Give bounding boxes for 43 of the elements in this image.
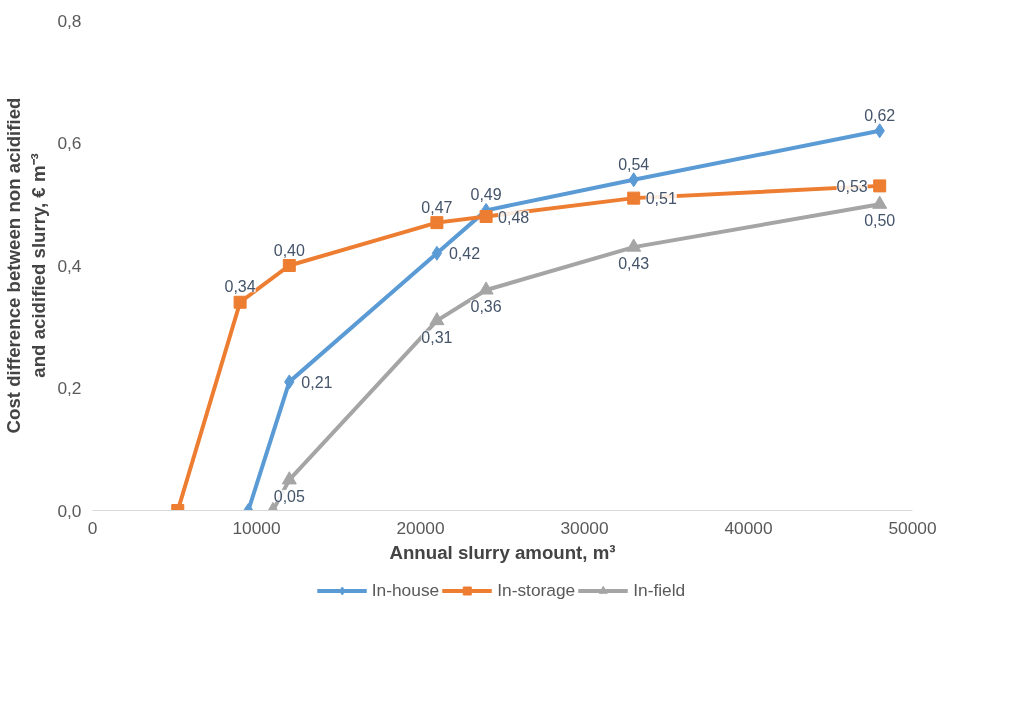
y-tick-label: 0,2 <box>57 378 82 398</box>
point <box>478 281 494 295</box>
y-tick-label: 0,4 <box>57 255 82 276</box>
point <box>281 471 297 485</box>
data-label: 0,47 <box>421 198 453 216</box>
point <box>873 179 887 193</box>
data-label: 0,43 <box>618 255 650 273</box>
data-label: 0,50 <box>864 212 896 230</box>
data-label: 0,49 <box>470 186 502 204</box>
data-label: 0,53 <box>836 177 868 195</box>
data-label: 0,40 <box>273 241 305 259</box>
point <box>627 191 641 205</box>
data-label: 0,31 <box>421 328 453 346</box>
y-axis-title: Cost difference between non acidified and acidified slurry, € m⁻³ <box>3 97 50 434</box>
data-label: 0,48 <box>498 208 530 226</box>
legend-label: In-storage <box>497 579 576 601</box>
x-tick-label: 40000 <box>724 517 773 538</box>
point <box>282 259 296 272</box>
data-label: 0,62 <box>864 106 896 124</box>
x-tick-label: 50000 <box>888 517 937 538</box>
data-label: 0,51 <box>645 190 677 208</box>
legend-label: In-house <box>371 579 440 601</box>
x-tick-label: 30000 <box>560 517 609 538</box>
point <box>233 295 247 309</box>
point <box>430 216 444 230</box>
y-tick-label: 0,8 <box>57 10 82 31</box>
legend-label: In-field <box>633 579 686 601</box>
point <box>479 210 493 223</box>
y-tick-label: 0,6 <box>57 133 82 153</box>
point <box>431 245 443 261</box>
x-tick-label: 0 <box>87 517 98 538</box>
x-tick-label: 20000 <box>396 517 445 538</box>
data-label: 0,34 <box>224 278 256 296</box>
y-tick-label: 0,0 <box>57 500 82 521</box>
data-label: 0,05 <box>273 487 305 505</box>
point <box>626 238 642 252</box>
x-axis-title: Annual slurry amount, m³ <box>389 541 616 563</box>
data-label: 0,54 <box>618 155 650 173</box>
data-label: 0,21 <box>301 373 333 391</box>
point <box>429 312 445 326</box>
x-tick-label: 10000 <box>232 517 281 538</box>
data-label: 0,36 <box>470 298 502 315</box>
data-label: 0,42 <box>448 245 481 263</box>
